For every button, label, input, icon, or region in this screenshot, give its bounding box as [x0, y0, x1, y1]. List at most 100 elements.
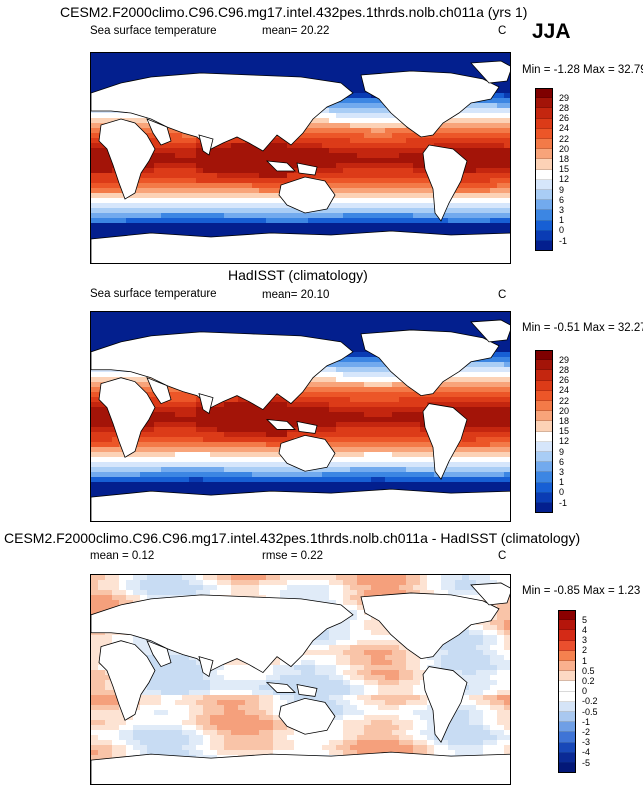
panel1-mean: mean= 20.22 — [262, 25, 330, 37]
colorbar-tick-label: 3 — [582, 635, 588, 646]
colorbar-tick-label: 1 — [582, 655, 588, 666]
colorbar-swatch — [535, 159, 553, 170]
colorbar-swatch — [535, 230, 553, 241]
colorbar-swatch — [535, 149, 553, 160]
colorbar-swatch — [535, 210, 553, 221]
colorbar-swatch — [535, 179, 553, 190]
colorbar-swatch — [535, 118, 553, 129]
colorbar-tick-label: 12 — [559, 174, 570, 185]
colorbar-tick-label: 15 — [559, 164, 570, 175]
colorbar-tick-label: 0 — [582, 686, 588, 697]
colorbar-swatch — [535, 370, 553, 381]
colorbar-swatch — [535, 441, 553, 452]
colorbar-tick-label: 9 — [559, 184, 565, 195]
colorbar-swatch — [558, 701, 576, 712]
colorbar-swatch — [535, 108, 553, 119]
colorbar-swatch — [535, 200, 553, 211]
colorbar-swatch — [535, 482, 553, 493]
colorbar-tick-label: -0.5 — [582, 706, 598, 717]
colorbar-tick-label: 22 — [559, 133, 570, 144]
colorbar-swatch — [535, 190, 553, 201]
colorbar-tick-label: -1 — [559, 497, 568, 508]
colorbar-tick-label: 24 — [559, 385, 570, 396]
colorbar-frame — [535, 88, 553, 252]
panel2-minmax: Min = -0.51 Max = 32.27 — [522, 322, 643, 334]
colorbar-swatch — [535, 128, 553, 139]
colorbar-tick-label: 28 — [559, 364, 570, 375]
panel3-map — [90, 574, 511, 785]
panel3-title: CESM2.F2000climo.C96.C96.mg17.intel.432p… — [4, 530, 581, 546]
panel1-map — [90, 52, 511, 264]
colorbar-tick-label: 1 — [559, 477, 565, 488]
colorbar-swatch — [535, 88, 553, 99]
colorbar-swatch — [558, 661, 576, 672]
panel1-title: CESM2.F2000climo.C96.C96.mg17.intel.432p… — [60, 4, 528, 20]
colorbar-tick-label: 9 — [559, 446, 565, 457]
colorbar-tick-label: 1 — [559, 215, 565, 226]
colorbar-tick-label: 2 — [582, 645, 588, 656]
colorbar-tick-label: -1 — [559, 235, 568, 246]
colorbar-tick-label: 20 — [559, 405, 570, 416]
colorbar-swatch — [558, 752, 576, 763]
colorbar-swatch — [535, 350, 553, 361]
colorbar-swatch — [535, 431, 553, 442]
colorbar-tick-label: 3 — [559, 466, 565, 477]
colorbar-swatch — [535, 98, 553, 109]
colorbar-tick-label: -0.2 — [582, 696, 598, 707]
panel1-variable-label: Sea surface temperature — [90, 25, 217, 37]
colorbar-swatch — [558, 650, 576, 661]
colorbar-tick-label: 0.2 — [582, 675, 595, 686]
colorbar-swatch — [558, 630, 576, 641]
colorbar-swatch — [535, 462, 553, 473]
colorbar-swatch — [535, 390, 553, 401]
colorbar-tick-label: 28 — [559, 102, 570, 113]
colorbar-tick-label: -1 — [582, 716, 591, 727]
colorbar-tick-label: -5 — [582, 757, 591, 768]
colorbar-swatch — [535, 421, 553, 432]
colorbar-swatch — [558, 712, 576, 723]
colorbar-tick-label: -3 — [582, 737, 591, 748]
colorbar-swatch — [535, 401, 553, 412]
colorbar-swatch — [558, 722, 576, 733]
panel2-units: C — [498, 289, 507, 301]
colorbar-swatch — [535, 492, 553, 503]
colorbar-tick-label: 26 — [559, 375, 570, 386]
colorbar-tick-label: 20 — [559, 143, 570, 154]
colorbar-swatch — [535, 380, 553, 391]
colorbar-swatch — [535, 139, 553, 150]
panel2-map — [90, 311, 511, 522]
panel3-minmax: Min = -0.85 Max = 1.23 — [522, 585, 641, 597]
colorbar-tick-label: 3 — [559, 204, 565, 215]
season-label: JJA — [532, 20, 571, 43]
panel3-rmse: rmse = 0.22 — [262, 550, 324, 562]
panel2-mean: mean= 20.10 — [262, 289, 330, 301]
colorbar-tick-label: 6 — [559, 456, 565, 467]
colorbar-swatch — [535, 472, 553, 483]
colorbar-swatch — [535, 360, 553, 371]
panel2-variable-label: Sea surface temperature — [90, 288, 217, 300]
colorbar-tick-label: -4 — [582, 747, 591, 758]
colorbar-tick-label: 5 — [582, 614, 588, 625]
colorbar-tick-label: 6 — [559, 194, 565, 205]
colorbar-tick-label: 22 — [559, 395, 570, 406]
panel1-units: C — [498, 25, 507, 37]
colorbar-swatch — [535, 411, 553, 422]
colorbar-frame — [558, 610, 576, 774]
colorbar-tick-label: 0 — [559, 487, 565, 498]
colorbar-swatch — [558, 691, 576, 702]
colorbar-swatch — [558, 742, 576, 753]
panel3-mean: mean = 0.12 — [90, 550, 155, 562]
colorbar-swatch — [535, 220, 553, 231]
colorbar-swatch — [558, 732, 576, 743]
colorbar-tick-label: 18 — [559, 153, 570, 164]
panel3-units: C — [498, 550, 507, 562]
colorbar-tick-label: 0 — [559, 225, 565, 236]
colorbar-tick-label: 15 — [559, 426, 570, 437]
colorbar-tick-label: 26 — [559, 113, 570, 124]
panel2-title: HadISST (climatology) — [228, 267, 368, 283]
colorbar-tick-label: 29 — [559, 354, 570, 365]
colorbar-swatch — [558, 671, 576, 682]
colorbar-swatch — [535, 452, 553, 463]
colorbar-frame — [535, 350, 553, 514]
colorbar-swatch — [558, 610, 576, 621]
